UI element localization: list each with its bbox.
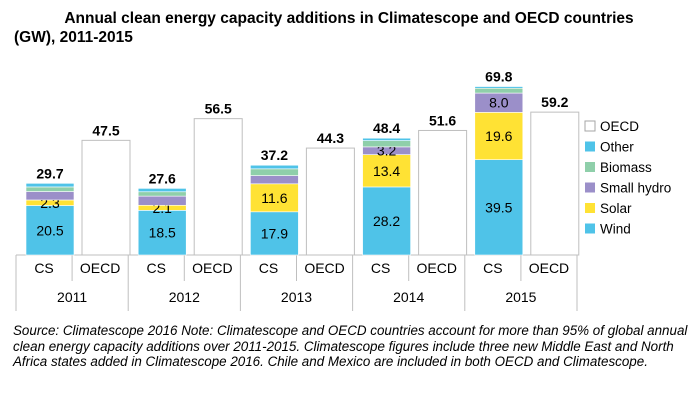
bar-segment-wind bbox=[25, 205, 75, 256]
bar-segment-wind bbox=[362, 186, 411, 256]
bar-total-label: 48.4 bbox=[373, 120, 400, 136]
bar-segment-other bbox=[25, 183, 75, 188]
bar-oecd bbox=[193, 118, 243, 256]
category-label: CS bbox=[259, 260, 278, 276]
legend-swatch-oecd bbox=[584, 120, 596, 132]
legend-label: Biomass bbox=[600, 160, 652, 175]
bar-segment-biomass bbox=[474, 87, 524, 94]
category-label: OECD bbox=[417, 260, 457, 276]
segment-value-label: 17.9 bbox=[261, 225, 288, 241]
year-label: 2013 bbox=[281, 289, 312, 305]
segment-value-label: 13.4 bbox=[373, 163, 400, 179]
category-label: CS bbox=[371, 260, 390, 276]
bar-segment-other bbox=[250, 164, 299, 170]
bar-total-label: 44.3 bbox=[317, 130, 344, 146]
category-label: CS bbox=[147, 260, 166, 276]
legend-swatch-biomass bbox=[585, 162, 595, 172]
bar-total-label: 51.6 bbox=[429, 112, 456, 128]
bar-segment-other bbox=[474, 86, 524, 89]
chart-title-line1: Annual clean energy capacity additions i… bbox=[64, 10, 634, 27]
year-label: 2014 bbox=[393, 289, 424, 305]
bar-segment-biomass bbox=[137, 191, 187, 197]
legend-swatch-wind bbox=[585, 223, 595, 234]
chart-title: Annual clean energy capacity additions i… bbox=[14, 9, 684, 47]
bar-segment-small-hydro bbox=[250, 175, 299, 185]
segment-value-label: 8.0 bbox=[489, 95, 509, 111]
category-label: OECD bbox=[80, 260, 120, 276]
category-label: OECD bbox=[304, 260, 344, 276]
bar-total-label: 69.8 bbox=[485, 69, 512, 85]
segment-value-label: 39.5 bbox=[485, 199, 512, 215]
bar-segment-other bbox=[137, 188, 187, 193]
segment-value-label: 28.2 bbox=[373, 213, 400, 229]
legend-label: OECD bbox=[600, 119, 639, 134]
legend-label: Solar bbox=[600, 201, 632, 216]
legend-swatch-small-hydro bbox=[585, 182, 595, 193]
segment-value-label: 18.5 bbox=[149, 225, 176, 241]
bar-total-label: 29.7 bbox=[36, 165, 63, 181]
bar-total-label: 37.2 bbox=[261, 147, 288, 163]
bar-oecd bbox=[305, 147, 355, 256]
bar-total-label: 47.5 bbox=[92, 122, 119, 138]
bar-segment-biomass bbox=[250, 168, 299, 176]
segment-value-label: 20.5 bbox=[36, 222, 63, 238]
category-label: CS bbox=[34, 260, 53, 276]
bar-segment-wind bbox=[137, 210, 187, 256]
bar-segment-biomass bbox=[25, 186, 75, 192]
bar-segment-wind bbox=[250, 211, 299, 256]
category-label: OECD bbox=[529, 260, 569, 276]
chart-title-line2: (GW), 2011-2015 bbox=[14, 29, 133, 46]
category-label: OECD bbox=[192, 260, 232, 276]
segment-value-label: 11.6 bbox=[261, 190, 287, 206]
year-label: 2011 bbox=[57, 289, 87, 305]
legend-label: Wind bbox=[600, 222, 631, 237]
year-label: 2015 bbox=[505, 289, 536, 305]
bar-segment-other bbox=[362, 137, 411, 141]
category-label: CS bbox=[483, 260, 502, 276]
bar-oecd bbox=[530, 111, 580, 256]
bar-segment-solar bbox=[362, 154, 411, 188]
bar-total-label: 59.2 bbox=[541, 94, 568, 110]
bar-segment-wind bbox=[474, 159, 524, 256]
bar-oecd bbox=[81, 139, 131, 256]
bar-segment-small-hydro bbox=[137, 195, 187, 206]
segment-value-label: 19.6 bbox=[485, 128, 512, 144]
bar-segment-biomass bbox=[362, 140, 411, 148]
bar-segment-solar bbox=[250, 183, 299, 213]
source-note: Source: Climatescope 2016 Note: Climates… bbox=[13, 323, 688, 370]
legend-swatch-other bbox=[585, 141, 595, 152]
year-label: 2012 bbox=[169, 289, 200, 305]
legend-label: Small hydro bbox=[600, 181, 671, 196]
legend-swatch-solar bbox=[585, 203, 595, 213]
bar-total-label: 27.6 bbox=[149, 170, 176, 186]
bar-segment-small-hydro bbox=[25, 191, 75, 201]
legend-label: Other bbox=[600, 140, 634, 155]
bar-oecd bbox=[418, 129, 468, 256]
bar-total-label: 56.5 bbox=[205, 101, 232, 117]
